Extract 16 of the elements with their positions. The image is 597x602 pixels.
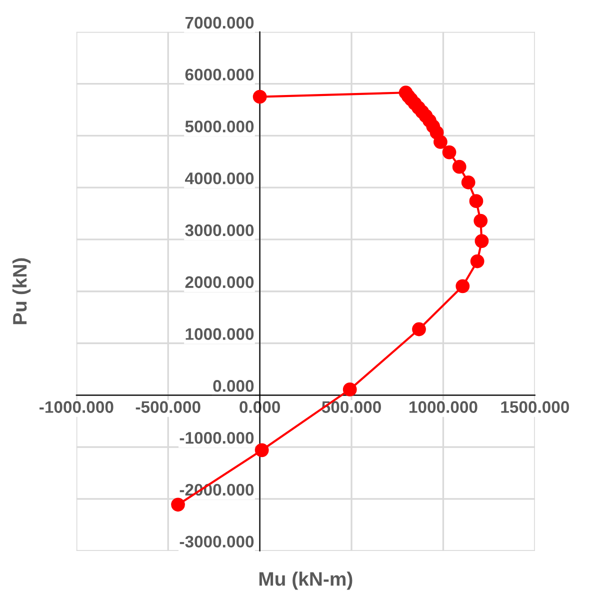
x-tick-label: -500.000 (136, 401, 200, 413)
x-tick-label: 1500.000 (501, 401, 569, 413)
y-tick-label: 6000.000 (185, 68, 254, 81)
x-axis-title: Mu (kN-m) (259, 572, 352, 590)
y-tick-label: 5000.000 (185, 120, 254, 132)
x-tick-label: 1000.000 (410, 401, 478, 413)
y-tick-label: 7000.000 (185, 16, 254, 29)
y-tick-label: -1000.000 (180, 432, 254, 444)
y-axis-title: Pu (kN) (12, 258, 31, 324)
y-tick-label: 3000.000 (185, 224, 254, 236)
y-tick-label: 2000.000 (185, 276, 254, 288)
x-tick-label: -1000.000 (40, 401, 114, 413)
y-tick-label: -3000.000 (180, 536, 254, 548)
y-tick-label: 0.000 (213, 380, 254, 392)
y-tick-label: 4000.000 (185, 172, 254, 184)
y-tick-label: 1000.000 (186, 328, 254, 340)
